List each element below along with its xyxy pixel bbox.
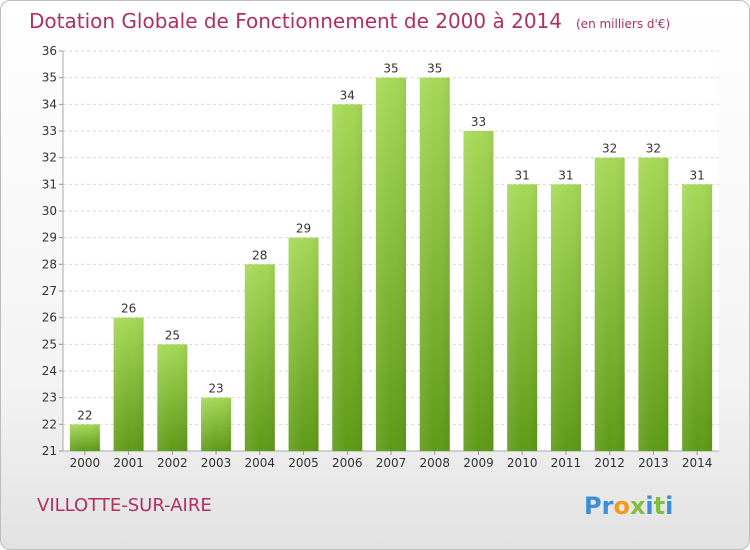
- brand-letter: t: [653, 492, 666, 520]
- x-tick-label: 2014: [682, 456, 713, 470]
- x-tick-label: 2004: [245, 456, 276, 470]
- bar-shine: [244, 264, 275, 451]
- y-tick-label: 33: [42, 124, 57, 138]
- bar-value-label: 35: [383, 62, 398, 76]
- x-tick-label: 2003: [201, 456, 232, 470]
- brand-letter: P: [584, 492, 602, 520]
- brand-letter: i: [645, 492, 654, 520]
- brand-letter: x: [629, 492, 646, 520]
- bar-shine: [594, 157, 625, 451]
- bar-value-label: 29: [296, 222, 311, 236]
- y-tick-label: 34: [42, 97, 57, 111]
- chart-unit-note: (en milliers d'€): [576, 17, 671, 31]
- x-tick-label: 2007: [376, 456, 407, 470]
- bar-shine: [288, 237, 319, 451]
- x-tick-label: 2009: [463, 456, 494, 470]
- bar-shine: [550, 184, 581, 452]
- x-tick-label: 2006: [332, 456, 363, 470]
- y-tick-label: 28: [42, 257, 57, 271]
- bar-value-label: 33: [471, 115, 486, 129]
- bar-value-label: 22: [77, 408, 92, 422]
- bar-value-label: 31: [515, 168, 530, 182]
- bar-value-label: 28: [252, 248, 267, 262]
- y-tick-label: 29: [42, 231, 57, 245]
- y-tick-label: 35: [42, 71, 57, 85]
- bar-shine: [507, 184, 538, 452]
- x-tick-label: 2012: [594, 456, 625, 470]
- bar-value-label: 34: [340, 88, 355, 102]
- bar-shine: [69, 424, 100, 451]
- chart-title: Dotation Globale de Fonctionnement de 20…: [29, 9, 670, 33]
- y-tick-label: 31: [42, 177, 57, 191]
- y-tick-label: 26: [42, 311, 57, 325]
- y-tick-label: 24: [42, 364, 57, 378]
- bar-value-label: 32: [646, 142, 661, 156]
- bar-shine: [463, 131, 494, 451]
- bar-shine: [638, 157, 669, 451]
- chart-title-text: Dotation Globale de Fonctionnement de 20…: [29, 9, 562, 33]
- bar-shine: [157, 344, 188, 451]
- x-tick-label: 2013: [638, 456, 669, 470]
- bar-value-label: 31: [689, 168, 704, 182]
- commune-name: VILLOTTE-SUR-AIRE: [37, 495, 212, 516]
- brand-letter: i: [665, 492, 674, 520]
- bar-value-label: 31: [558, 168, 573, 182]
- y-tick-label: 32: [42, 151, 57, 165]
- bar-shine: [201, 397, 232, 451]
- bar-shine: [419, 77, 450, 452]
- y-tick-label: 30: [42, 204, 57, 218]
- y-tick-label: 23: [42, 391, 57, 405]
- brand-letter: r: [601, 492, 614, 520]
- bar-shine: [682, 184, 713, 452]
- x-tick-label: 2001: [113, 456, 144, 470]
- y-tick-label: 22: [42, 417, 57, 431]
- y-tick-label: 36: [42, 44, 57, 58]
- bar-shine: [376, 77, 406, 452]
- bar-value-label: 26: [121, 302, 136, 316]
- y-tick-label: 27: [42, 284, 57, 298]
- y-tick-label: 25: [42, 337, 57, 351]
- x-tick-label: 2011: [551, 456, 582, 470]
- brand-letter: o: [613, 492, 630, 520]
- x-tick-label: 2010: [507, 456, 538, 470]
- bar-value-label: 25: [165, 328, 180, 342]
- x-tick-label: 2002: [157, 456, 188, 470]
- bar-value-label: 32: [602, 142, 617, 156]
- bar-value-label: 35: [427, 62, 442, 76]
- bar-shine: [332, 104, 363, 451]
- y-tick-label: 21: [42, 444, 57, 458]
- x-tick-label: 2008: [419, 456, 450, 470]
- x-tick-label: 2005: [288, 456, 319, 470]
- proxiti-logo: Proxiti: [584, 492, 673, 520]
- bar-value-label: 23: [208, 382, 223, 396]
- x-tick-label: 2000: [70, 456, 101, 470]
- bar-shine: [113, 317, 144, 451]
